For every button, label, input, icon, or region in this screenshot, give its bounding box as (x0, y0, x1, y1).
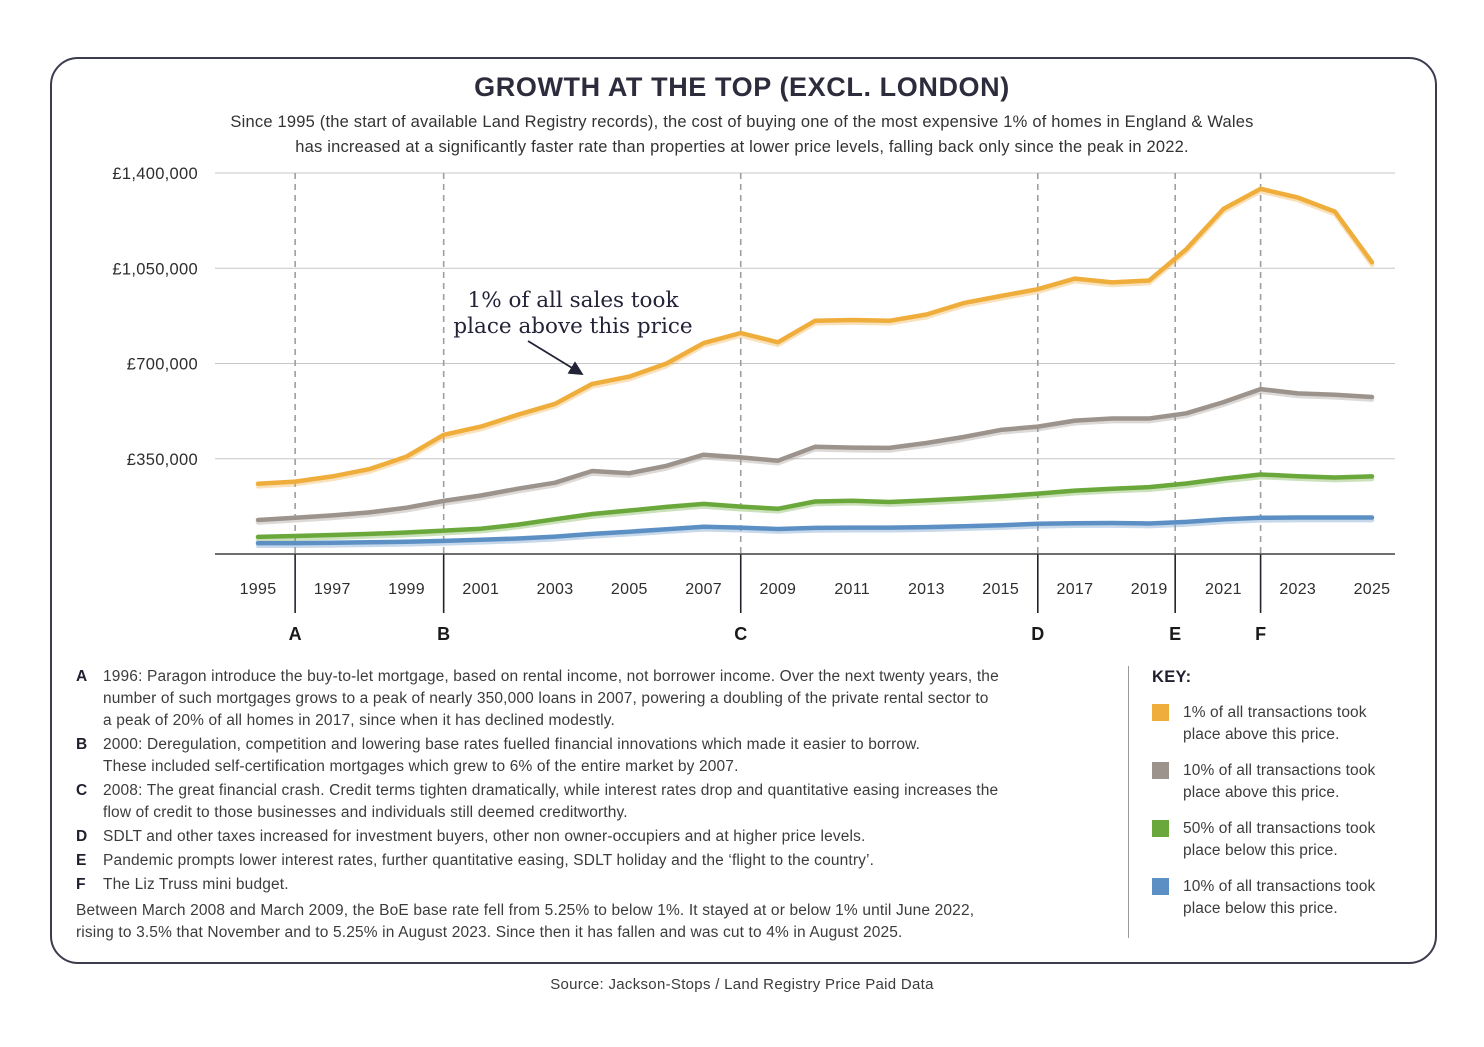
series-shadow-10pc-below (255, 517, 1375, 548)
key-label: 50% of all transactions took place below… (1183, 820, 1376, 859)
note-item-A: A 1996: Paragon introduce the buy-to-let … (76, 666, 1116, 732)
note-letter: E (76, 852, 87, 869)
event-letter-C: C (734, 624, 747, 644)
note-letter: B (76, 736, 88, 753)
note-text: 1996: Paragon introduce the buy-to-let m… (103, 668, 999, 729)
base-rate-note: Between March 2008 and March 2009, the B… (76, 900, 1116, 944)
source-caption: Source: Jackson-Stops / Land Registry Pr… (550, 976, 934, 993)
key-item-0: 1% of all transactions took place above … (1152, 702, 1412, 745)
series-line-50pc-below (255, 472, 1375, 540)
key-label: 10% of all transactions took place below… (1183, 878, 1376, 917)
key-panel: KEY: 1% of all transactions took place a… (1152, 668, 1412, 919)
notes-list: A 1996: Paragon introduce the buy-to-let … (76, 666, 1116, 944)
event-letter-B: B (437, 624, 450, 644)
x-axis-label: 2019 (1131, 581, 1168, 598)
price-line-chart: £350,000 £700,000 £1,050,000 £1,400,000 A B C D… (112, 165, 1395, 644)
x-axis-label: 2015 (982, 581, 1019, 598)
series-line-1pc-above (255, 186, 1375, 487)
series-line-10pc-above (255, 386, 1375, 523)
base-rate-note-line-2: rising to 3.5% that November and to 5.25… (76, 924, 903, 941)
x-axis-label: 2025 (1354, 581, 1391, 598)
key-divider (1128, 666, 1129, 938)
y-axis-label: £350,000 (127, 451, 198, 469)
x-axis-label: 2017 (1057, 581, 1094, 598)
infographic-frame (50, 57, 1437, 964)
x-axis-label: 1997 (314, 581, 351, 598)
subtitle-line-1: Since 1995 (the start of available Land … (230, 113, 1254, 131)
series-shadow-10pc-above (255, 389, 1375, 525)
event-letter-F: F (1255, 624, 1266, 644)
event-letter-E: E (1169, 624, 1181, 644)
note-text: The Liz Truss mini budget. (103, 876, 289, 893)
page-title: GROWTH AT THE TOP (EXCL. LONDON) (474, 72, 1010, 102)
key-item-3: 10% of all transactions took place below… (1152, 876, 1412, 919)
event-letter-D: D (1031, 624, 1044, 644)
annotation-arrow-icon (527, 340, 584, 375)
key-items: 1% of all transactions took place above … (1152, 702, 1412, 919)
key-label: 10% of all transactions took place above… (1183, 762, 1376, 801)
chart-subtitle: Since 1995 (the start of available Land … (0, 110, 1484, 160)
note-item-B: B 2000: Deregulation, competition and low… (76, 734, 1116, 778)
y-axis-label: £700,000 (127, 356, 198, 374)
event-letter-A: A (289, 624, 302, 644)
note-text: 2000: Deregulation, competition and lowe… (103, 736, 921, 775)
series-line-10pc-below (255, 515, 1375, 546)
x-axis-label: 2021 (1205, 581, 1242, 598)
key-swatch-icon (1152, 762, 1169, 779)
note-item-F: F The Liz Truss mini budget. (76, 874, 1116, 896)
x-axis-label: 2009 (759, 581, 796, 598)
key-title: KEY: (1152, 668, 1192, 686)
x-axis-label: 1999 (388, 581, 425, 598)
x-axis-label: 2005 (611, 581, 648, 598)
annotation-line-2: place above this price (453, 314, 692, 339)
note-letter: F (76, 876, 86, 893)
note-text: Pandemic prompts lower interest rates, f… (103, 852, 875, 869)
x-axis-label: 2023 (1279, 581, 1316, 598)
x-axis-label: 2001 (462, 581, 499, 598)
note-item-C: C 2008: The great financial crash. Credit… (76, 780, 1116, 824)
series-shadow-1pc-above (255, 189, 1375, 489)
x-axis-label: 2007 (685, 581, 722, 598)
note-letter: A (76, 668, 88, 685)
series-shadow-50pc-below (255, 474, 1375, 542)
subtitle-line-2: has increased at a significantly faster … (295, 138, 1189, 156)
note-text: SDLT and other taxes increased for inves… (103, 828, 866, 845)
x-axis-label: 2003 (537, 581, 574, 598)
y-axis-label: £1,400,000 (112, 165, 198, 183)
note-text: 2008: The great financial crash. Credit … (103, 782, 999, 821)
annotation-line-1: 1% of all sales took (468, 288, 680, 313)
base-rate-note-line-1: Between March 2008 and March 2009, the B… (76, 902, 975, 919)
key-label: 1% of all transactions took place above … (1183, 704, 1367, 743)
key-swatch-icon (1152, 820, 1169, 837)
x-axis-label: 2013 (908, 581, 945, 598)
key-swatch-icon (1152, 704, 1169, 721)
x-axis-label: 2011 (834, 581, 870, 598)
note-letter: C (76, 782, 88, 799)
key-item-1: 10% of all transactions took place above… (1152, 760, 1412, 803)
y-axis-label: £1,050,000 (112, 260, 198, 278)
note-letter: D (76, 828, 88, 845)
key-item-2: 50% of all transactions took place below… (1152, 818, 1412, 861)
x-axis-label: 1995 (240, 581, 277, 598)
event-notes: A 1996: Paragon introduce the buy-to-let … (76, 666, 1116, 896)
note-item-D: D SDLT and other taxes increased for inve… (76, 826, 1116, 848)
key-swatch-icon (1152, 878, 1169, 895)
note-item-E: E Pandemic prompts lower interest rates, … (76, 850, 1116, 872)
